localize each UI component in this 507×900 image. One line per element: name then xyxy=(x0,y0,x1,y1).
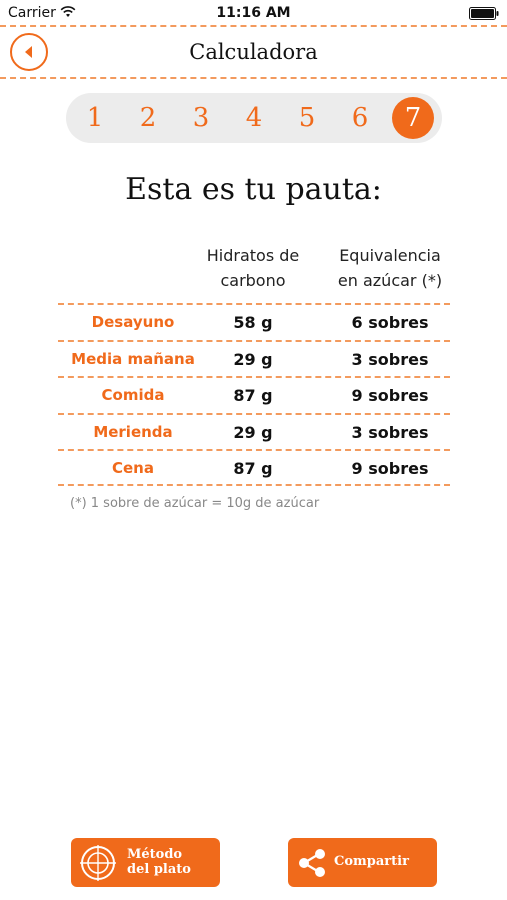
plate-method-label: Método del plato xyxy=(127,847,207,877)
share-label: Compartir xyxy=(334,854,409,869)
table-row: Comida 87 g 9 sobres xyxy=(58,376,450,413)
step-5[interactable]: 5 xyxy=(298,103,316,133)
footnote: (*) 1 sobre de azúcar = 10g de azúcar xyxy=(70,496,320,511)
equiv-value: 3 sobres xyxy=(351,422,429,442)
status-bar: Carrier 11:16 AM xyxy=(0,0,507,26)
battery-icon xyxy=(469,7,499,20)
carbs-value: 87 g xyxy=(233,386,273,406)
chevron-left-icon xyxy=(25,46,32,58)
equiv-value: 6 sobres xyxy=(351,313,429,332)
equiv-column-header: Equivalencia en azúcar (*) xyxy=(330,243,450,293)
carbs-header-line2: carbono xyxy=(220,271,286,290)
meal-name: Cena xyxy=(112,459,154,478)
plate-label-line2: del plato xyxy=(127,862,191,877)
plate-label-line1: Método xyxy=(127,847,183,862)
plate-method-button[interactable]: Método del plato xyxy=(71,838,220,887)
plate-target-icon xyxy=(80,845,116,881)
carbs-value: 29 g xyxy=(233,349,273,369)
carbs-value: 58 g xyxy=(233,313,273,332)
nav-bar: Calculadora xyxy=(0,26,507,78)
meal-name: Desayuno xyxy=(91,313,175,331)
table-row: Desayuno 58 g 6 sobres xyxy=(58,303,450,340)
wifi-icon xyxy=(60,6,76,17)
carrier-label: Carrier xyxy=(8,5,56,21)
table-row: Media mañana 29 g 3 sobres xyxy=(58,339,450,377)
back-button[interactable] xyxy=(10,33,48,71)
carbs-value: 29 g xyxy=(233,422,273,442)
equiv-header-line2: en azúcar (*) xyxy=(337,271,443,290)
step-3[interactable]: 3 xyxy=(192,103,210,133)
table-row: Merienda 29 g 3 sobres xyxy=(58,412,450,450)
step-7[interactable]: 7 xyxy=(392,97,434,139)
equiv-header-line1: Equivalencia xyxy=(339,246,441,265)
step-selector: 1 2 3 4 5 6 7 xyxy=(66,93,442,143)
status-time: 11:16 AM xyxy=(216,5,291,21)
carbs-column-header: Hidratos de carbono xyxy=(198,243,308,293)
equiv-value: 9 sobres xyxy=(351,459,429,479)
equiv-value: 9 sobres xyxy=(351,386,429,406)
meal-name: Merienda xyxy=(93,422,173,441)
table-row: Cena 87 g 9 sobres xyxy=(58,449,450,486)
step-6[interactable]: 6 xyxy=(351,103,369,133)
page-title: Calculadora xyxy=(189,40,318,64)
share-icon xyxy=(299,849,325,877)
nav-divider xyxy=(0,77,507,79)
meal-name: Media mañana xyxy=(71,349,195,368)
step-4[interactable]: 4 xyxy=(245,103,263,133)
result-heading: Esta es tu pauta: xyxy=(125,172,382,207)
top-divider xyxy=(0,25,507,27)
step-2[interactable]: 2 xyxy=(139,103,157,133)
share-button[interactable]: Compartir xyxy=(288,838,437,887)
equiv-value: 3 sobres xyxy=(351,349,429,369)
step-1[interactable]: 1 xyxy=(86,103,104,133)
meal-name: Comida xyxy=(101,386,165,405)
meal-table: Desayuno 58 g 6 sobres Media mañana 29 g… xyxy=(58,303,450,486)
carbs-value: 87 g xyxy=(233,459,273,479)
carbs-header-line1: Hidratos de xyxy=(206,246,300,265)
